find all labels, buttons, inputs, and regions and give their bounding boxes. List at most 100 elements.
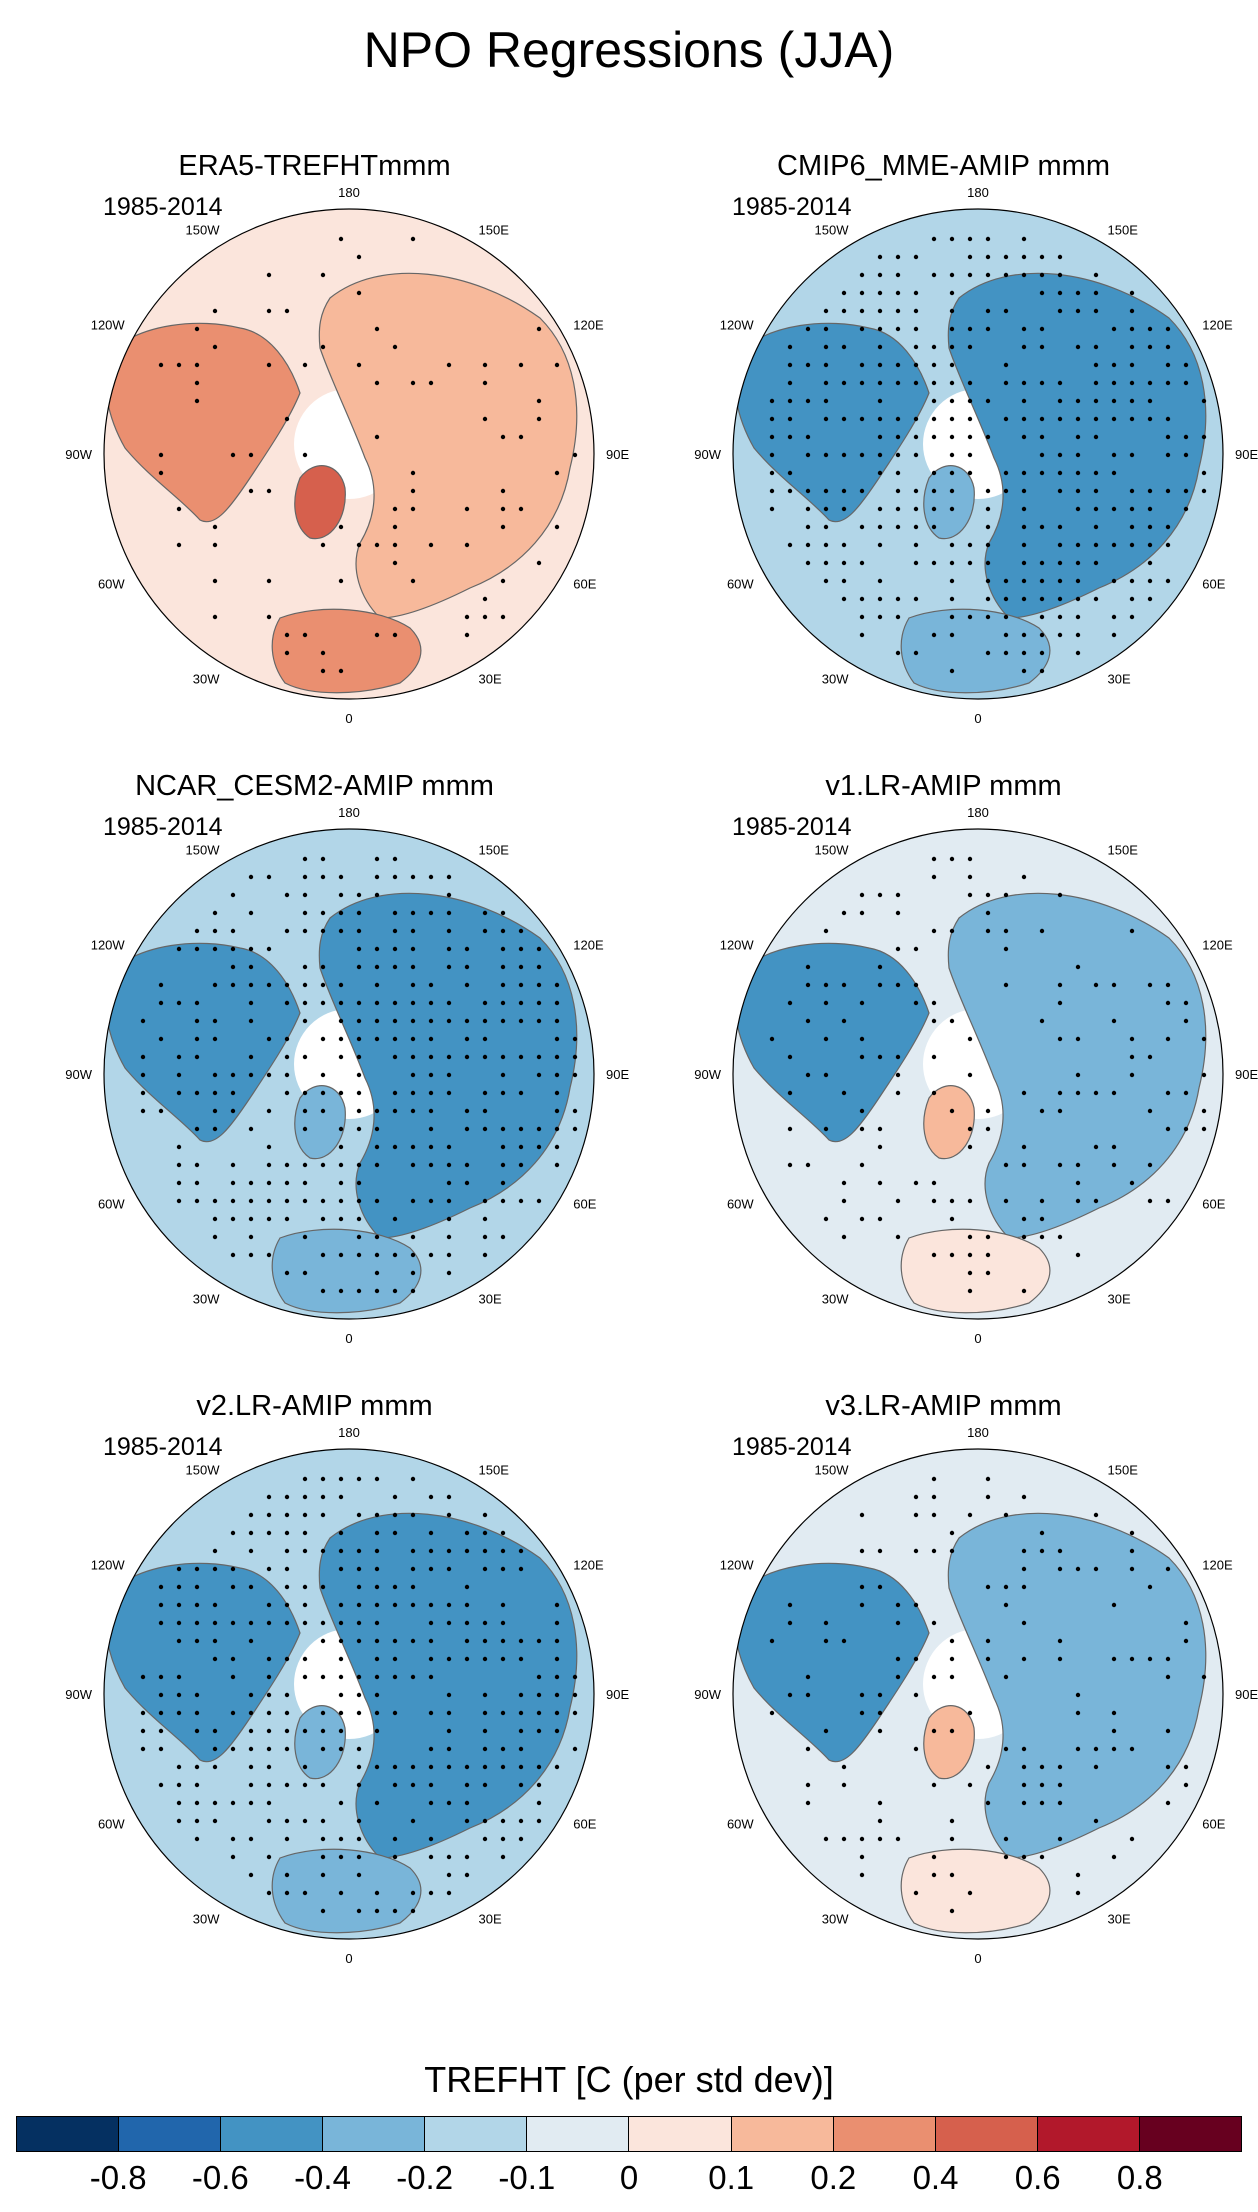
stipple-dot	[967, 326, 973, 332]
stipple-dot	[949, 236, 955, 242]
stipple-dot	[877, 1818, 883, 1824]
colorbar-tick-label: 0.2	[810, 2159, 857, 2196]
stipple-dot	[266, 1764, 272, 1770]
stipple-dot	[338, 524, 344, 530]
stipple-dot	[194, 1180, 200, 1186]
stipple-dot	[302, 964, 308, 970]
stipple-dot	[1075, 542, 1081, 548]
stipple-dot	[356, 946, 362, 952]
stipple-dot	[194, 1162, 200, 1168]
stipple-dot	[284, 1198, 290, 1204]
stipple-dot	[877, 1692, 883, 1698]
stipple-dot	[949, 560, 955, 566]
stipple-dot	[194, 1198, 200, 1204]
stipple-dot	[320, 1728, 326, 1734]
stipple-dot	[428, 1620, 434, 1626]
stipple-dot	[949, 614, 955, 620]
stipple-dot	[500, 1054, 506, 1060]
stipple-dot	[140, 1728, 146, 1734]
stipple-dot	[194, 1638, 200, 1644]
stipple-dot	[1021, 1494, 1027, 1500]
stipple-dot	[805, 1782, 811, 1788]
stipple-dot	[1003, 488, 1009, 494]
stipple-dot	[194, 1090, 200, 1096]
stipple-dot	[1021, 470, 1027, 476]
stipple-dot	[967, 1288, 973, 1294]
stipple-dot	[176, 1818, 182, 1824]
stipple-dot	[1039, 668, 1045, 674]
stipple-dot	[1003, 1512, 1009, 1518]
stipple-dot	[1039, 1216, 1045, 1222]
stipple-dot	[392, 1252, 398, 1258]
stipple-dot	[1057, 614, 1063, 620]
stipple-dot	[572, 1054, 578, 1060]
stipple-dot	[446, 1890, 452, 1896]
stipple-dot	[212, 1090, 218, 1096]
stipple-dot	[428, 1036, 434, 1042]
stipple-dot	[1129, 578, 1135, 584]
colorbar-segment	[935, 2117, 1038, 2151]
stipple-dot	[428, 1782, 434, 1788]
stipple-dot	[931, 434, 937, 440]
stipple-dot	[302, 1818, 308, 1824]
stipple-dot	[1093, 398, 1099, 404]
stipple-dot	[266, 1494, 272, 1500]
longitude-label: 90W	[65, 1687, 92, 1702]
stipple-dot	[500, 1656, 506, 1662]
stipple-dot	[823, 524, 829, 530]
stipple-dot	[1003, 380, 1009, 386]
stipple-dot	[1093, 488, 1099, 494]
stipple-dot	[284, 1162, 290, 1168]
stipple-dot	[482, 596, 488, 602]
stipple-dot	[931, 1512, 937, 1518]
stipple-dot	[1075, 560, 1081, 566]
stipple-dot	[320, 856, 326, 862]
stipple-dot	[392, 1108, 398, 1114]
stipple-dot	[1147, 560, 1153, 566]
stipple-dot	[967, 1036, 973, 1042]
stipple-dot	[859, 1584, 865, 1590]
stipple-dot	[877, 524, 883, 530]
stipple-dot	[284, 1000, 290, 1006]
stipple-dot	[266, 1602, 272, 1608]
stipple-dot	[482, 1836, 488, 1842]
stipple-dot	[554, 1728, 560, 1734]
stipple-dot	[572, 1692, 578, 1698]
stipple-dot	[805, 1674, 811, 1680]
longitude-label: 150E	[479, 1463, 510, 1478]
stipple-dot	[176, 1638, 182, 1644]
stipple-dot	[769, 506, 775, 512]
stipple-dot	[554, 1602, 560, 1608]
stipple-dot	[985, 1270, 991, 1276]
stipple-dot	[859, 632, 865, 638]
stipple-dot	[1003, 254, 1009, 260]
stipple-dot	[877, 596, 883, 602]
stipple-dot	[464, 1620, 470, 1626]
stipple-dot	[841, 1198, 847, 1204]
stipple-dot	[212, 1746, 218, 1752]
stipple-dot	[536, 1800, 542, 1806]
stipple-dot	[1075, 344, 1081, 350]
stipple-dot	[877, 416, 883, 422]
stipple-dot	[841, 1180, 847, 1186]
stipple-dot	[428, 1656, 434, 1662]
stipple-dot	[913, 1746, 919, 1752]
stipple-dot	[212, 1108, 218, 1114]
stipple-dot	[302, 1530, 308, 1536]
stipple-dot	[212, 614, 218, 620]
stipple-dot	[931, 398, 937, 404]
stipple-dot	[931, 1018, 937, 1024]
stipple-dot	[1129, 416, 1135, 422]
stipple-dot	[446, 1072, 452, 1078]
stipple-dot	[212, 1566, 218, 1572]
panel-period: 1985-2014	[103, 1433, 223, 1461]
stipple-dot	[1129, 1036, 1135, 1042]
stipple-dot	[266, 1890, 272, 1896]
stipple-dot	[1183, 1764, 1189, 1770]
stipple-dot	[356, 542, 362, 548]
stipple-dot	[392, 632, 398, 638]
stipple-dot	[266, 1710, 272, 1716]
stipple-dot	[1147, 1162, 1153, 1168]
stipple-dot	[1201, 1126, 1207, 1132]
